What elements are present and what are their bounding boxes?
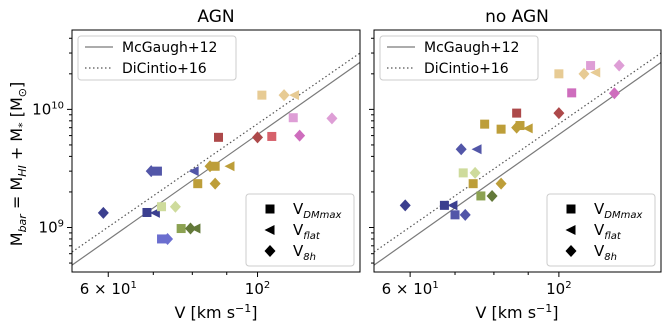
legend-line-label: DiCintio+16	[122, 61, 207, 77]
ylabel-part: + M	[7, 128, 26, 165]
legend-line-label: McGaugh+12	[122, 40, 217, 56]
data-point	[193, 179, 203, 189]
data-point	[294, 129, 306, 142]
data-point	[289, 90, 300, 101]
x-tick-label: 102	[245, 280, 270, 298]
legend-marker-swatch	[565, 225, 576, 235]
data-point	[590, 67, 601, 78]
legend-marker-label: Vflat	[594, 221, 622, 242]
panel-title: AGN	[197, 7, 234, 27]
data-point	[267, 131, 277, 141]
data-point	[224, 161, 235, 172]
data-point	[176, 224, 186, 234]
data-point	[476, 191, 486, 201]
legend-marker-label: VDMmax	[293, 200, 341, 221]
data-point	[288, 113, 298, 123]
legend-marker-swatch	[264, 245, 276, 257]
ylabel-part: [M	[7, 97, 26, 122]
x-tick-label: 6 × 101	[382, 280, 439, 298]
panel-agn: AGN 6 × 101 102 109 1010 McGaugh+12 DiCintio…	[32, 7, 361, 322]
data-point	[97, 206, 109, 219]
data-point	[142, 207, 152, 217]
legend-line-label: McGaugh+12	[424, 40, 519, 56]
data-point	[613, 59, 625, 72]
data-point	[471, 144, 482, 155]
ylabel-part: ]	[7, 82, 26, 88]
legend-marker-swatch	[565, 245, 577, 257]
data-point	[522, 123, 533, 134]
panel-no-agn: no AGN 6 × 101 102 McGaugh+12DiCintio+16 …	[369, 7, 662, 322]
legend-line-label: DiCintio+16	[424, 61, 509, 77]
data-point	[326, 112, 338, 125]
data-point	[458, 168, 468, 178]
data-point	[496, 124, 506, 134]
data-point	[468, 179, 478, 189]
data-point	[469, 166, 481, 179]
legend-relations: McGaugh+12 DiCintio+16	[379, 35, 539, 81]
data-point	[447, 200, 458, 211]
data-point	[169, 200, 181, 213]
y-tick-label: 109	[39, 219, 64, 237]
data-point	[399, 199, 411, 212]
y-axis-label: Mbar = MHI + M* [M⊙]	[7, 82, 29, 246]
plot-frame	[373, 29, 662, 273]
data-point	[459, 208, 471, 221]
y-tick-label: 1010	[32, 100, 64, 118]
data-point	[608, 87, 620, 100]
ylabel-sub: bar	[16, 213, 29, 233]
data-point	[554, 69, 564, 79]
data-point	[210, 161, 220, 171]
ylabel-sub: ⊙	[16, 88, 29, 97]
x-axis-label: V [km s−1]	[475, 302, 558, 322]
data-point	[257, 90, 267, 100]
data-point	[515, 121, 525, 131]
legend-marker-swatch	[265, 204, 275, 214]
data-point	[455, 143, 467, 156]
ylabel-sub: *	[16, 122, 29, 128]
data-point	[567, 88, 577, 98]
data-point	[162, 232, 174, 245]
data-point	[439, 200, 449, 210]
data-point	[512, 108, 522, 118]
data-point	[188, 166, 199, 177]
data-point	[152, 166, 162, 176]
ylabel-sub: HI	[16, 165, 29, 177]
data-point	[480, 119, 490, 129]
ylabel-part: M	[7, 232, 26, 246]
data-point	[157, 234, 167, 244]
x-axis-label: V [km s−1]	[174, 302, 257, 322]
plot-frame	[71, 29, 361, 273]
data-point	[450, 210, 460, 220]
data-point	[190, 223, 201, 234]
legend-relations: McGaugh+12 DiCintio+16	[77, 35, 237, 81]
data-point	[586, 61, 596, 71]
panel-title: no AGN	[485, 7, 549, 27]
data-point	[157, 202, 167, 212]
x-tick-label: 102	[546, 280, 571, 298]
legend-marker-label: Vflat	[293, 221, 321, 242]
legend-marker-label: V8h	[293, 242, 316, 263]
data-point	[278, 89, 290, 102]
data-point	[486, 189, 498, 202]
legend-marker-label: VDMmax	[594, 200, 642, 221]
data-point	[495, 177, 507, 190]
legend-marker-swatch	[566, 204, 576, 214]
x-tick-label: 6 × 101	[80, 280, 137, 298]
data-point	[214, 132, 224, 142]
data-point	[252, 131, 264, 144]
data-point	[578, 67, 590, 80]
ylabel-part: = M	[7, 177, 26, 214]
data-point	[553, 107, 565, 120]
legend-marker-swatch	[264, 225, 275, 235]
data-point	[209, 177, 221, 190]
legend-marker-label: V8h	[594, 242, 617, 263]
